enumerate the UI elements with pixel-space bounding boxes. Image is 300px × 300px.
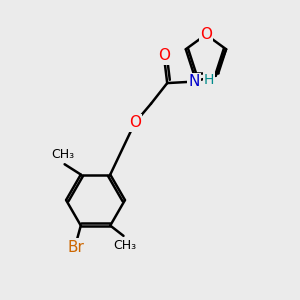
Text: O: O	[158, 49, 170, 64]
Text: N: N	[188, 74, 200, 89]
Text: CH₃: CH₃	[52, 148, 75, 161]
Text: CH₃: CH₃	[113, 239, 136, 252]
Text: Br: Br	[68, 239, 85, 254]
Text: O: O	[200, 27, 212, 42]
Text: H: H	[204, 73, 214, 87]
Text: O: O	[129, 115, 141, 130]
